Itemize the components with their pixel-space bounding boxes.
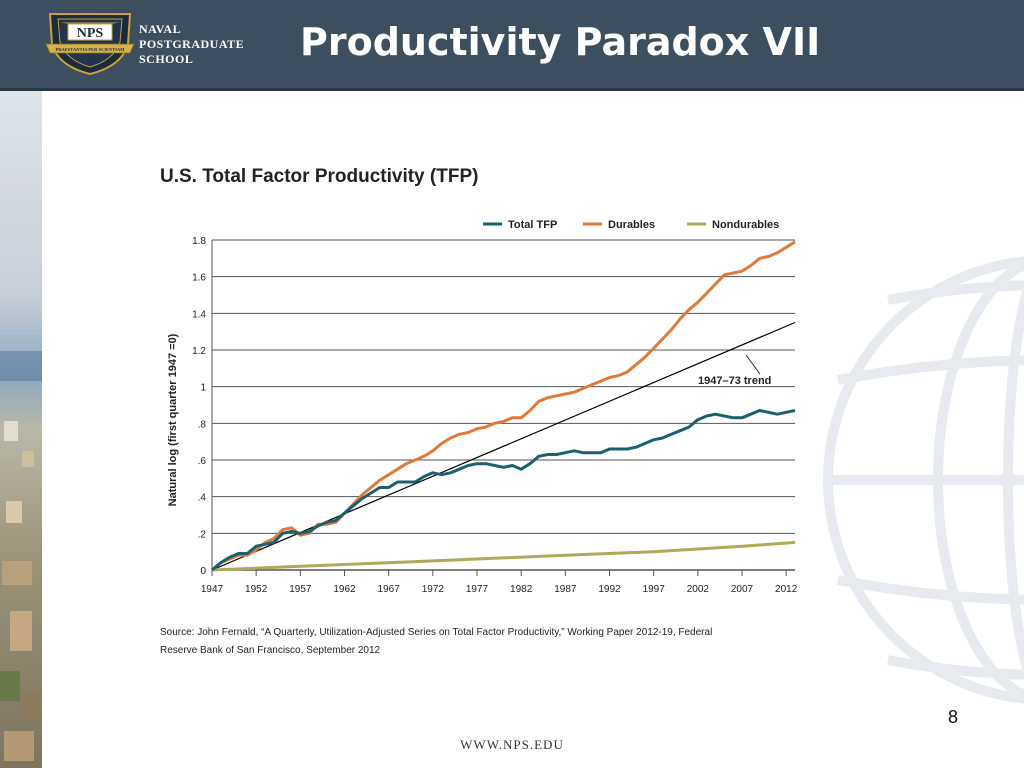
x-tick-label: 1952: [245, 584, 268, 595]
source-line-1: Source: John Fernald, “A Quarterly, Util…: [160, 627, 712, 638]
series-layer: [211, 240, 796, 572]
nps-logo: NPS PRAESTANTIA PER SCIENTIAM: [45, 13, 135, 76]
x-tick-label: 2002: [687, 584, 710, 595]
legend-label-nondurables: Nondurables: [712, 219, 779, 231]
y-tick-label: 1.4: [192, 309, 206, 320]
series-line-durables: [211, 240, 796, 572]
x-tick-label: 1997: [643, 584, 666, 595]
y-tick-label: 1.6: [192, 273, 206, 284]
campus-photo-strip: [0, 91, 42, 768]
x-tick-label: 1962: [333, 584, 356, 595]
x-tick-label: 1977: [466, 584, 489, 595]
y-tick-label: .4: [198, 493, 207, 504]
x-tick-labels: 1947 1952 1957 1962 1967 1972 1977 1982 1987 1992…: [201, 584, 798, 595]
school-name: NAVAL POSTGRADUATE SCHOOL: [139, 22, 244, 67]
series-line-total-tfp: [211, 409, 796, 572]
legend-label-durables: Durables: [608, 219, 655, 231]
legend-label-total-tfp: Total TFP: [508, 219, 557, 231]
y-tick-label: .2: [198, 529, 207, 540]
y-tick-label: .6: [198, 456, 207, 467]
series-line-nondurables: [211, 541, 796, 572]
tfp-chart: U.S. Total Factor Productivity (TFP) Tot…: [160, 166, 798, 656]
chart-title: U.S. Total Factor Productivity (TFP): [160, 166, 478, 187]
header-divider: [0, 88, 1024, 91]
y-tick-label: 0: [200, 566, 206, 577]
x-tick-label: 1982: [510, 584, 533, 595]
x-tick-label: 1967: [378, 584, 401, 595]
logo-banner-text: PRAESTANTIA PER SCIENTIAM: [56, 47, 126, 52]
source-line-2: Reserve Bank of San Francisco, September…: [160, 645, 381, 656]
x-tick-label: 1987: [554, 584, 577, 595]
globe-watermark: [823, 256, 1024, 704]
x-tick-label: 1992: [598, 584, 621, 595]
trend-label: 1947–73 trend: [698, 375, 771, 387]
x-tick-label: 2007: [731, 584, 754, 595]
header-bar: [0, 0, 1024, 88]
logo-text: NPS: [77, 26, 104, 41]
y-tick-label: .8: [198, 419, 207, 430]
x-tick-label: 2012: [775, 584, 798, 595]
footer-url: WWW.NPS.EDU: [460, 737, 564, 752]
y-tick-label: 1.8: [192, 236, 206, 247]
y-tick-labels: 0 .2 .4 .6 .8 1 1.2 1.4 1.6 1.8: [192, 236, 206, 577]
y-axis-label: Natural log (first quarter 1947 =0): [167, 333, 179, 506]
x-tick-label: 1957: [289, 584, 312, 595]
page-number: 8: [948, 707, 959, 727]
chart-legend: Total TFP Durables Nondurables: [483, 219, 779, 231]
y-tick-label: 1: [200, 383, 206, 394]
x-tick-label: 1972: [422, 584, 445, 595]
trend-line: [211, 321, 796, 571]
x-tick-label: 1947: [201, 584, 224, 595]
school-name-line: POSTGRADUATE: [139, 37, 245, 51]
y-tick-label: 1.2: [192, 346, 206, 357]
school-name-line: SCHOOL: [139, 52, 194, 66]
slide-title: Productivity Paradox VII: [300, 20, 821, 64]
school-name-line: NAVAL: [139, 22, 182, 36]
trend-label-pointer: [745, 354, 761, 375]
